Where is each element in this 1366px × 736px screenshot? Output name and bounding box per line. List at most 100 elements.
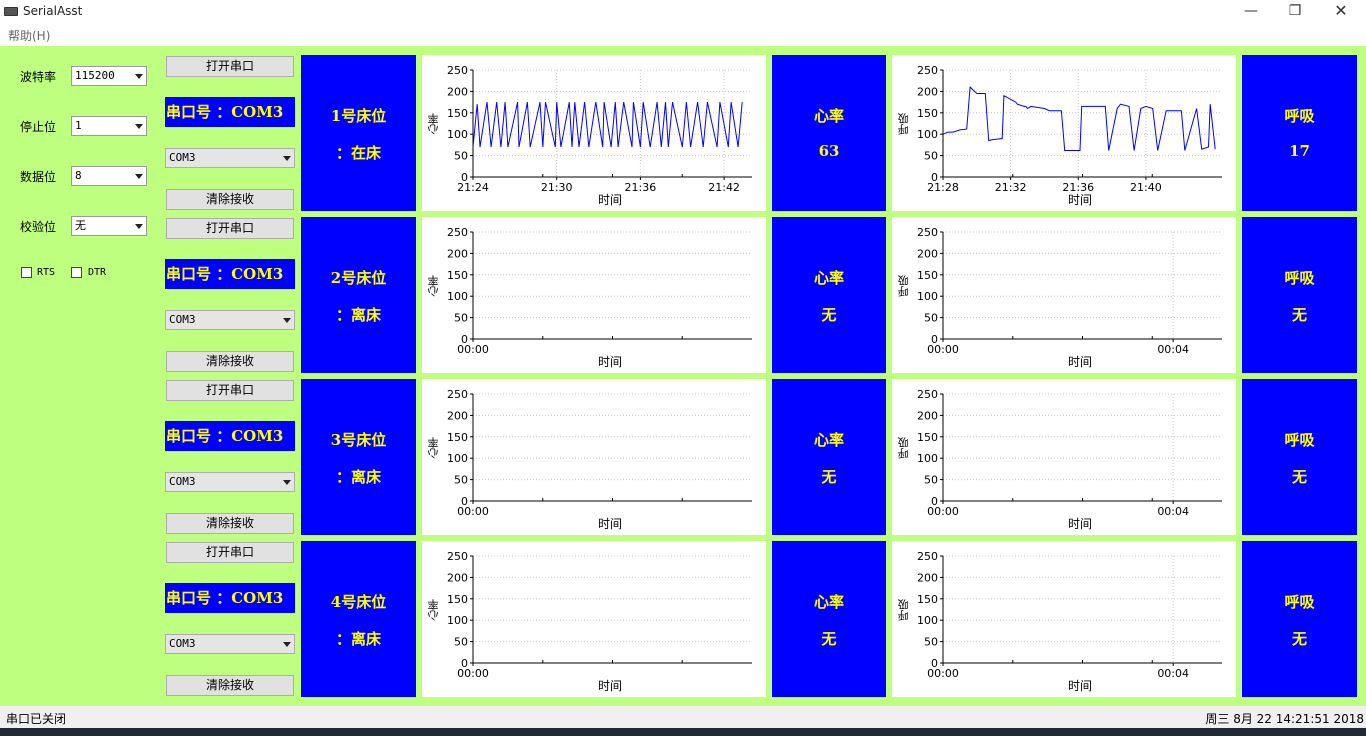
y-axis-label: 心率 — [427, 437, 440, 459]
y-tick-label: 150 — [917, 107, 938, 120]
stop-bits-value: 1 — [75, 119, 82, 132]
chevron-down-icon — [283, 318, 291, 323]
dtr-checkbox[interactable] — [71, 267, 82, 278]
serial-port-icon — [4, 7, 18, 16]
y-tick-label: 0 — [931, 333, 938, 346]
y-tick-label: 250 — [447, 550, 468, 563]
y-axis-label: 呼吸 — [897, 437, 910, 459]
port-select[interactable]: COM3 — [165, 634, 295, 654]
parity-select[interactable]: 无 — [71, 216, 147, 236]
bed-status: ：在床 — [335, 144, 381, 162]
menu-bar: 帮助(H) — [0, 24, 1366, 46]
y-tick-label: 200 — [917, 409, 938, 422]
y-tick-label: 250 — [917, 64, 938, 77]
heart-rate-title: 心率 — [813, 593, 844, 611]
port-label: 串口号 ：COM3 — [165, 97, 295, 127]
respiration-plot: 0 50 100 150 200 250 00:00 00:04 — [917, 226, 1222, 356]
y-tick-label: 150 — [447, 269, 468, 282]
bed-panel: 3号床位 ：离床 — [301, 379, 416, 535]
y-tick-label: 100 — [917, 290, 938, 303]
minimize-button[interactable]: — — [1244, 3, 1258, 19]
respiration-panel: 呼吸 17 — [1242, 55, 1357, 211]
port-select-value: COM3 — [169, 151, 196, 164]
clear-receive-button[interactable]: 清除接收 — [166, 189, 294, 210]
respiration-chart: 0 50 100 150 200 250 00:00 00:04 呼吸 时间 — [892, 541, 1236, 697]
bed-title: 1号床位 — [330, 107, 387, 125]
y-tick-label: 50 — [454, 312, 468, 325]
respiration-title: 呼吸 — [1284, 593, 1315, 611]
respiration-panel: 呼吸 无 — [1242, 217, 1357, 373]
data-bits-value: 8 — [75, 169, 82, 182]
y-tick-label: 100 — [447, 452, 468, 465]
port-label: 串口号 ：COM3 — [165, 421, 295, 451]
bed-title: 4号床位 — [330, 593, 387, 611]
y-tick-label: 250 — [447, 64, 468, 77]
data-bits-select[interactable]: 8 — [71, 166, 147, 186]
bed-title: 2号床位 — [330, 269, 387, 287]
y-tick-label: 0 — [931, 171, 938, 184]
chevron-down-icon — [283, 480, 291, 485]
heart-rate-chart: 0 50 100 150 200 250 21:24 21:30 21:36 21:42 心率 时… — [422, 55, 766, 211]
heart-rate-panel: 心率 无 — [772, 379, 886, 535]
heart-rate-chart: 0 50 100 150 200 250 00:00 心率 时间 — [422, 379, 766, 535]
y-tick-label: 200 — [917, 247, 938, 260]
open-port-button[interactable]: 打开串口 — [166, 542, 294, 563]
menu-help[interactable]: 帮助(H) — [8, 29, 51, 43]
y-tick-label: 150 — [447, 107, 468, 120]
open-port-button[interactable]: 打开串口 — [166, 380, 294, 401]
y-tick-label: 200 — [447, 409, 468, 422]
port-select[interactable]: COM3 — [165, 148, 295, 168]
rts-checkbox[interactable] — [21, 267, 32, 278]
y-tick-label: 200 — [917, 571, 938, 584]
x-axis-label: 时间 — [598, 355, 623, 369]
respiration-plot: 0 50 100 150 200 250 00:00 00:04 — [917, 550, 1222, 680]
heart-rate-plot: 0 50 100 150 200 250 21:24 21:30 21:36 21:42 — [447, 64, 752, 194]
port-select[interactable]: COM3 — [165, 310, 295, 330]
chevron-down-icon — [283, 156, 291, 161]
close-button[interactable]: ✕ — [1334, 1, 1348, 20]
respiration-value: 17 — [1289, 142, 1310, 160]
port-select-value: COM3 — [169, 637, 196, 650]
x-tick-label: 21:36 — [625, 181, 657, 194]
y-axis-label: 心率 — [427, 113, 440, 135]
respiration-value: 无 — [1291, 306, 1307, 324]
clear-receive-button[interactable]: 清除接收 — [166, 675, 294, 696]
respiration-title: 呼吸 — [1284, 107, 1315, 125]
heart-rate-title: 心率 — [813, 431, 844, 449]
clear-receive-button[interactable]: 清除接收 — [166, 351, 294, 372]
y-tick-label: 250 — [917, 550, 938, 563]
y-axis-label: 呼吸 — [897, 113, 910, 135]
y-tick-label: 200 — [447, 571, 468, 584]
open-port-button[interactable]: 打开串口 — [166, 56, 294, 77]
y-tick-label: 150 — [917, 593, 938, 606]
open-port-button[interactable]: 打开串口 — [166, 218, 294, 239]
y-tick-label: 250 — [447, 226, 468, 239]
y-tick-label: 250 — [917, 226, 938, 239]
port-status: 串口已关闭 — [6, 712, 67, 726]
port-select[interactable]: COM3 — [165, 472, 295, 492]
y-axis-label: 呼吸 — [897, 275, 910, 297]
x-axis-label: 时间 — [598, 193, 623, 207]
x-tick-label: 00:04 — [1157, 667, 1189, 680]
bed-panel: 1号床位 ：在床 — [301, 55, 416, 211]
y-tick-label: 50 — [924, 474, 938, 487]
parity-value: 无 — [75, 219, 86, 232]
stop-bits-select[interactable]: 1 — [71, 116, 147, 136]
y-tick-label: 150 — [917, 269, 938, 282]
parity-label: 校验位 — [20, 220, 57, 234]
clear-receive-button[interactable]: 清除接收 — [166, 513, 294, 534]
y-tick-label: 100 — [447, 614, 468, 627]
restore-button[interactable]: ❐ — [1288, 3, 1302, 19]
baud-label: 波特率 — [20, 70, 57, 84]
heart-rate-title: 心率 — [813, 107, 844, 125]
baud-select[interactable]: 115200 — [71, 66, 147, 86]
x-tick-label: 21:40 — [1130, 181, 1162, 194]
y-tick-label: 0 — [931, 495, 938, 508]
bed-panel: 4号床位 ：离床 — [301, 541, 416, 697]
heart-rate-value: 无 — [821, 468, 837, 486]
clock: 周三 8月 22 14:21:51 2018 — [1205, 712, 1364, 726]
y-tick-label: 100 — [917, 128, 938, 141]
y-tick-label: 100 — [447, 128, 468, 141]
x-axis-label: 时间 — [1068, 517, 1093, 531]
bed-status: ：离床 — [335, 306, 381, 324]
